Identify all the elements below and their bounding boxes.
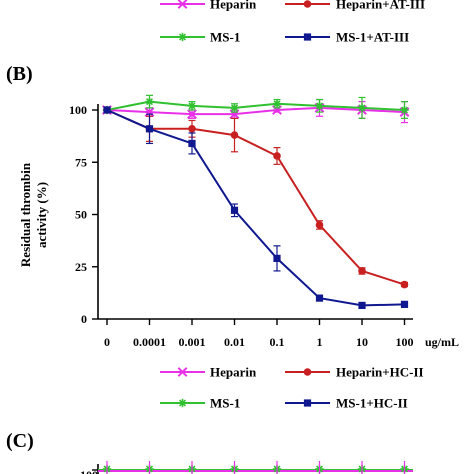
y-tick-label-75: 75 (75, 155, 87, 169)
series-1-point-7 (400, 105, 409, 115)
panel-b-label: (B) (6, 63, 33, 85)
series-3-point-6 (358, 301, 366, 310)
x-tick-label-6: 10 (356, 335, 368, 349)
series-1-line (106, 100, 405, 111)
y-tick-label-25: 25 (75, 260, 87, 274)
y-axis-label-line-2: activity (%) (34, 182, 49, 248)
series-3-line (106, 109, 405, 307)
series-0-point-4-stroke-b (272, 105, 282, 115)
series-1-point-2 (187, 101, 197, 111)
series-3-point-0 (103, 106, 111, 114)
panel-c-tick-100: 100 (80, 468, 98, 474)
legend-top-swatch-marker-3 (303, 33, 312, 41)
series-1-point-6 (357, 103, 367, 113)
legend-bottom-swatch-marker-2 (178, 398, 187, 408)
series-0-point-3 (229, 109, 240, 120)
series-0-point-2 (187, 109, 197, 120)
series-0-line (106, 106, 405, 116)
legend-bottom: Heparin Heparin+HC-II MS-1 MS-1+HC-II (160, 365, 424, 411)
x-tick-label-1: 0.0001 (133, 335, 166, 349)
series-2-point-6 (358, 267, 366, 275)
legend-bottom-swatch-marker-1 (303, 368, 312, 376)
legend-bottom-item-2: MS-1 (160, 396, 240, 411)
legend-top-swatch-marker-2 (178, 32, 187, 42)
series-1-point-1 (145, 97, 154, 106)
legend-top-label-1: Heparin+AT-III (336, 0, 425, 12)
legend-bottom-label-2: MS-1 (210, 396, 240, 411)
legend-top-item-0: Heparin (160, 0, 257, 12)
y-tick-label-100: 100 (69, 103, 87, 117)
legend-bottom-label-3: MS-1+HC-II (336, 396, 408, 411)
series-1 (102, 94, 409, 119)
y-axis-label-line-1: Residual thrombin (18, 162, 33, 267)
panel-c-partial: 100 (80, 461, 413, 474)
legend-top-item-2: MS-1 (160, 30, 240, 45)
series-3-point-2 (188, 139, 196, 148)
series-2-point-7 (400, 280, 409, 289)
series-0-point-2-stroke-b (187, 109, 197, 120)
series-3-point-7 (400, 300, 409, 308)
legend-bottom-label-1: Heparin+HC-II (336, 365, 424, 380)
legend-bottom-item-1: Heparin+HC-II (285, 365, 424, 380)
panel-c-label: (C) (6, 430, 34, 452)
series-0-point-1-stroke-b (144, 107, 155, 117)
series-3-point-3 (230, 206, 239, 214)
legend-top-item-1: Heparin+AT-III (285, 0, 425, 12)
legend-top-item-3: MS-1+AT-III (285, 30, 409, 45)
legend-top-swatch-marker-1 (303, 0, 312, 8)
x-tick-label-7: 100 (396, 335, 414, 349)
chart-panel-b: Residual thrombin activity (%) 025507510… (18, 94, 459, 349)
legend-bottom-swatch-marker-0 (177, 367, 188, 377)
series-2-point-3 (230, 131, 239, 139)
series-3-point-4 (273, 254, 281, 262)
series-group (102, 94, 410, 310)
x-tick-label-2: 0.001 (179, 335, 206, 349)
legend-bottom-item-0: Heparin (160, 365, 257, 380)
legend-top-swatch-marker-0-stroke-b (177, 0, 188, 9)
series-0-point-4 (272, 105, 282, 115)
y-axis-label: Residual thrombin activity (%) (18, 162, 49, 267)
legend-bottom-label-0: Heparin (210, 365, 257, 380)
series-2-point-2 (188, 125, 196, 133)
series-3-point-5 (315, 294, 324, 302)
legend-top: Heparin Heparin+AT-III MS-1 MS-1+AT-III (160, 0, 425, 45)
x-tick-label-3: 0.01 (224, 335, 245, 349)
axes: 0 25 50 75 100 0 0.0001 0.001 0.01 0.1 1 10 100 (69, 103, 414, 349)
x-tick-label-0: 0 (104, 335, 110, 349)
x-tick-label-5: 1 (317, 335, 323, 349)
series-0-point-1 (144, 107, 155, 117)
series-0-point-3-stroke-b (229, 109, 240, 120)
legend-top-label-3: MS-1+AT-III (336, 30, 409, 45)
y-tick-label-0: 0 (81, 312, 87, 326)
legend-top-label-2: MS-1 (210, 30, 240, 45)
series-2-point-5 (315, 221, 324, 229)
series-1-point-4 (272, 99, 282, 108)
series-2-line (106, 109, 405, 286)
series-1-point-3 (230, 103, 239, 113)
x-tick-label-4: 0.1 (270, 335, 285, 349)
series-2-point-4 (273, 152, 281, 160)
y-tick-label-50: 50 (75, 208, 87, 222)
series-1-point-5 (315, 101, 324, 111)
legend-bottom-item-3: MS-1+HC-II (285, 396, 408, 411)
x-axis-unit: ug/mL (425, 335, 459, 349)
series-3-point-1 (145, 125, 154, 133)
series-0 (102, 98, 410, 124)
series-3 (103, 106, 409, 310)
legend-bottom-swatch-marker-3 (303, 399, 312, 407)
legend-top-label-0: Heparin (210, 0, 257, 12)
legend-top-swatch-marker-0 (177, 0, 188, 9)
legend-bottom-swatch-marker-0-stroke-b (177, 367, 188, 377)
